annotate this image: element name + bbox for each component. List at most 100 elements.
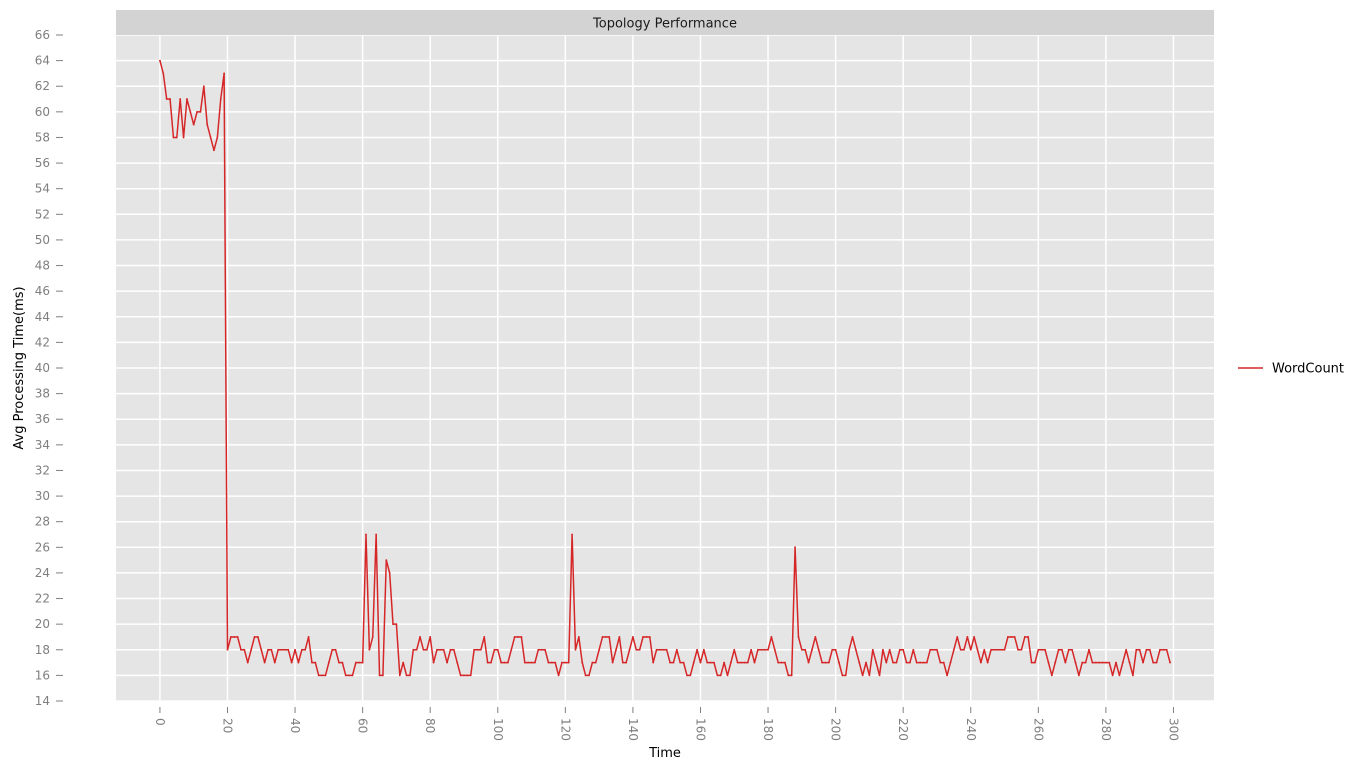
chart-title: Topology Performance bbox=[592, 17, 737, 32]
x-tick-label: 240 bbox=[964, 718, 978, 741]
data-point bbox=[696, 648, 698, 651]
y-tick-label: 20 bbox=[35, 617, 50, 631]
data-point bbox=[652, 661, 655, 664]
data-point bbox=[824, 661, 827, 664]
data-point bbox=[321, 674, 323, 677]
data-point bbox=[507, 661, 509, 664]
data-point bbox=[925, 661, 928, 664]
data-point bbox=[253, 636, 256, 638]
data-point bbox=[341, 661, 344, 664]
y-tick-label: 34 bbox=[35, 438, 50, 452]
data-point bbox=[669, 661, 671, 664]
data-point bbox=[1115, 661, 1117, 664]
data-point bbox=[932, 648, 935, 651]
data-point bbox=[267, 648, 269, 651]
data-point bbox=[767, 648, 769, 651]
y-tick-label: 56 bbox=[35, 156, 50, 170]
data-point bbox=[561, 661, 563, 664]
data-point bbox=[236, 636, 239, 638]
data-point bbox=[929, 648, 932, 651]
data-point bbox=[797, 636, 800, 638]
data-point bbox=[530, 661, 533, 664]
data-point bbox=[659, 648, 661, 651]
data-point bbox=[179, 98, 182, 100]
x-axis: 0 20 40 60 80 100 120 140 160 180 200 220 240 260 280 3… bbox=[153, 707, 1180, 741]
data-point bbox=[219, 98, 222, 100]
data-point bbox=[314, 661, 317, 664]
data-point bbox=[723, 661, 726, 664]
y-tick-label: 38 bbox=[35, 387, 50, 401]
x-axis-title: Time bbox=[648, 746, 681, 761]
data-point bbox=[1010, 636, 1013, 638]
data-point bbox=[611, 661, 614, 664]
data-point bbox=[976, 648, 979, 651]
data-point bbox=[175, 136, 178, 139]
data-point bbox=[503, 661, 506, 664]
data-point bbox=[763, 648, 766, 651]
data-point bbox=[442, 648, 445, 651]
data-point bbox=[547, 661, 550, 664]
data-point bbox=[334, 648, 337, 651]
data-point bbox=[172, 136, 175, 139]
data-point bbox=[1003, 648, 1006, 651]
x-tick-label: 60 bbox=[356, 718, 370, 733]
data-point bbox=[648, 636, 651, 638]
data-point bbox=[304, 648, 307, 651]
data-point bbox=[1007, 636, 1009, 638]
data-point bbox=[1165, 648, 1168, 651]
data-point bbox=[1101, 661, 1104, 664]
data-point bbox=[939, 661, 942, 664]
data-point bbox=[324, 674, 327, 677]
data-point bbox=[773, 648, 776, 651]
data-point bbox=[520, 636, 523, 638]
data-point bbox=[1013, 636, 1016, 638]
data-point bbox=[270, 648, 273, 651]
x-tick-label: 220 bbox=[896, 718, 910, 741]
data-point bbox=[760, 648, 763, 651]
data-point bbox=[243, 648, 246, 651]
data-point bbox=[868, 674, 871, 677]
data-point bbox=[513, 636, 516, 638]
data-point bbox=[229, 636, 232, 638]
data-point bbox=[956, 636, 959, 638]
data-point bbox=[591, 661, 594, 664]
data-point bbox=[655, 648, 658, 651]
data-point bbox=[628, 648, 631, 651]
y-tick-label: 16 bbox=[35, 668, 50, 682]
data-point bbox=[577, 636, 580, 638]
data-point bbox=[459, 674, 462, 677]
data-point bbox=[1054, 661, 1057, 664]
data-point bbox=[1132, 674, 1134, 677]
data-point bbox=[1081, 661, 1084, 664]
data-point bbox=[814, 636, 817, 638]
data-point bbox=[672, 661, 675, 664]
data-point bbox=[905, 661, 908, 664]
data-point bbox=[284, 648, 286, 651]
data-point bbox=[1037, 648, 1040, 651]
data-point bbox=[388, 572, 391, 574]
data-point bbox=[216, 136, 219, 139]
data-point bbox=[726, 674, 729, 677]
data-point bbox=[486, 661, 489, 664]
data-point bbox=[466, 674, 469, 677]
data-point bbox=[1091, 661, 1094, 664]
data-point bbox=[1020, 648, 1023, 651]
data-point bbox=[898, 648, 901, 651]
data-point bbox=[422, 648, 425, 651]
data-point bbox=[895, 661, 898, 664]
data-point bbox=[966, 636, 969, 638]
data-point bbox=[456, 661, 459, 664]
data-point bbox=[804, 648, 807, 651]
data-point bbox=[1050, 674, 1053, 677]
data-point bbox=[405, 674, 408, 677]
data-point bbox=[1162, 648, 1165, 651]
data-point bbox=[1061, 648, 1063, 651]
data-point bbox=[540, 648, 543, 651]
data-point bbox=[206, 123, 209, 126]
data-point bbox=[1047, 661, 1050, 664]
data-point bbox=[550, 661, 553, 664]
data-point bbox=[436, 648, 438, 651]
data-point bbox=[246, 661, 249, 664]
y-tick-label: 28 bbox=[35, 515, 50, 529]
